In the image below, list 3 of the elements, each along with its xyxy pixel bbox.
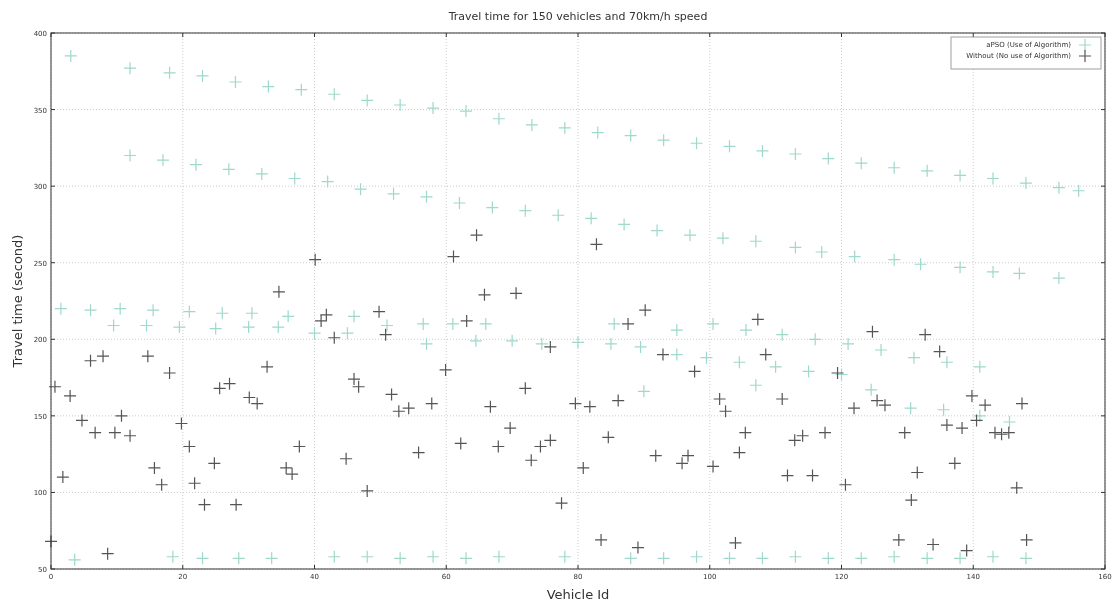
y-axis-title: Travel time (second) xyxy=(10,234,25,369)
x-axis-title: Vehicle Id xyxy=(546,587,610,602)
chart-title: Travel time for 150 vehicles and 70km/h speed xyxy=(447,10,708,23)
